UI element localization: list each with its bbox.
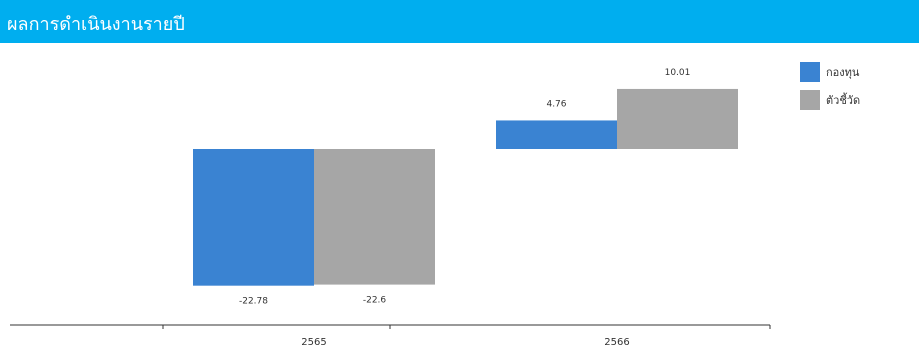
chart-title: ผลการดำเนินงานรายปี <box>7 14 185 35</box>
legend-swatch-fund <box>800 62 820 82</box>
legend-item-fund[interactable]: กองทุน <box>800 62 860 82</box>
x-tick-label: 2565 <box>301 337 326 348</box>
legend-swatch-benchmark <box>800 90 820 110</box>
bar-fund-2565[interactable] <box>193 149 314 286</box>
bar-fund-2566[interactable] <box>496 120 617 149</box>
chart-header: ผลการดำเนินงานรายปี <box>0 0 919 43</box>
legend-label-fund: กองทุน <box>826 66 860 79</box>
bar-benchmark-2566[interactable] <box>617 88 738 149</box>
data-label: 10.01 <box>665 68 691 78</box>
data-label: -22.6 <box>363 296 387 306</box>
bar-benchmark-2565[interactable] <box>314 149 435 285</box>
legend-label-benchmark: ตัวชี้วัด <box>826 94 861 107</box>
bar-chart: 2565 -22.78 -22.6 2566 4.76 10.01 <box>10 68 771 348</box>
data-label: -22.78 <box>239 297 268 307</box>
data-label: 4.76 <box>546 99 566 109</box>
x-tick-label: 2566 <box>604 337 629 348</box>
legend: กองทุน ตัวชี้วัด <box>800 62 860 118</box>
legend-item-benchmark[interactable]: ตัวชี้วัด <box>800 90 860 110</box>
